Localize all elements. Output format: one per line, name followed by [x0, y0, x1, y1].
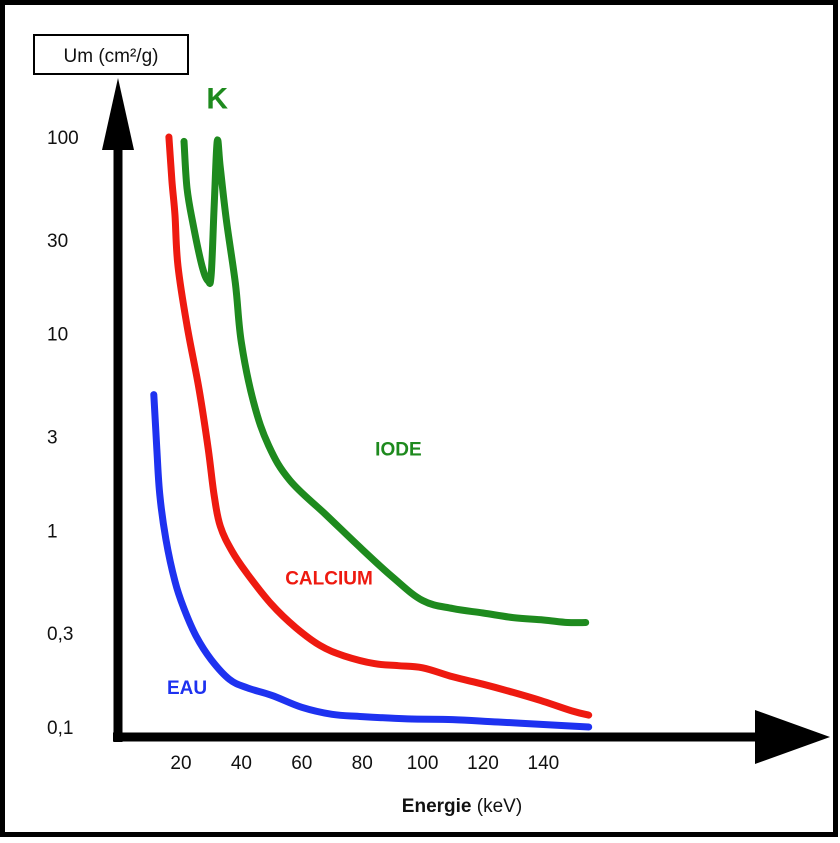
y-tick-label: 3 [47, 428, 58, 449]
series-lines [150, 133, 593, 731]
y-tick-label: 1 [47, 521, 58, 542]
y-axis-arrowhead [102, 78, 134, 150]
x-tick-label: 20 [170, 753, 191, 774]
y-tick-label: 0,1 [47, 718, 73, 739]
series-label-calcium: CALCIUM [285, 569, 373, 590]
y-axis-label: Um (cm²/g) [64, 46, 159, 67]
y-tick-label: 100 [47, 128, 79, 149]
y-tick-label: 0,3 [47, 624, 73, 645]
x-tick-label: 40 [231, 753, 252, 774]
x-axis-arrowhead [755, 710, 830, 764]
x-axis-label-bold: Energie [402, 796, 472, 817]
y-tick-labels: 100 30 10 3 1 0,3 0,1 [47, 128, 79, 739]
series-label-iode: IODE [375, 440, 421, 461]
x-axis-label-unit: (keV) [472, 796, 523, 817]
series-line-iode [180, 136, 590, 627]
x-tick-label: 60 [291, 753, 312, 774]
annotation-k-edge: K [206, 82, 228, 115]
y-tick-label: 10 [47, 325, 68, 346]
series-line-eau [150, 391, 593, 731]
x-axis-label: Energie (keV) [402, 796, 522, 817]
series-line-calcium [165, 133, 593, 719]
x-tick-label: 80 [352, 753, 373, 774]
y-axis-label-box [33, 34, 189, 75]
x-tick-label: 140 [528, 753, 560, 774]
series-label-eau: EAU [167, 678, 207, 699]
y-tick-label: 30 [47, 231, 68, 252]
x-tick-label: 100 [407, 753, 439, 774]
x-tick-label: 120 [467, 753, 499, 774]
x-tick-labels: 20 40 60 80 100 120 140 [170, 753, 559, 774]
series-labels: IODE CALCIUM EAU K [167, 82, 422, 699]
